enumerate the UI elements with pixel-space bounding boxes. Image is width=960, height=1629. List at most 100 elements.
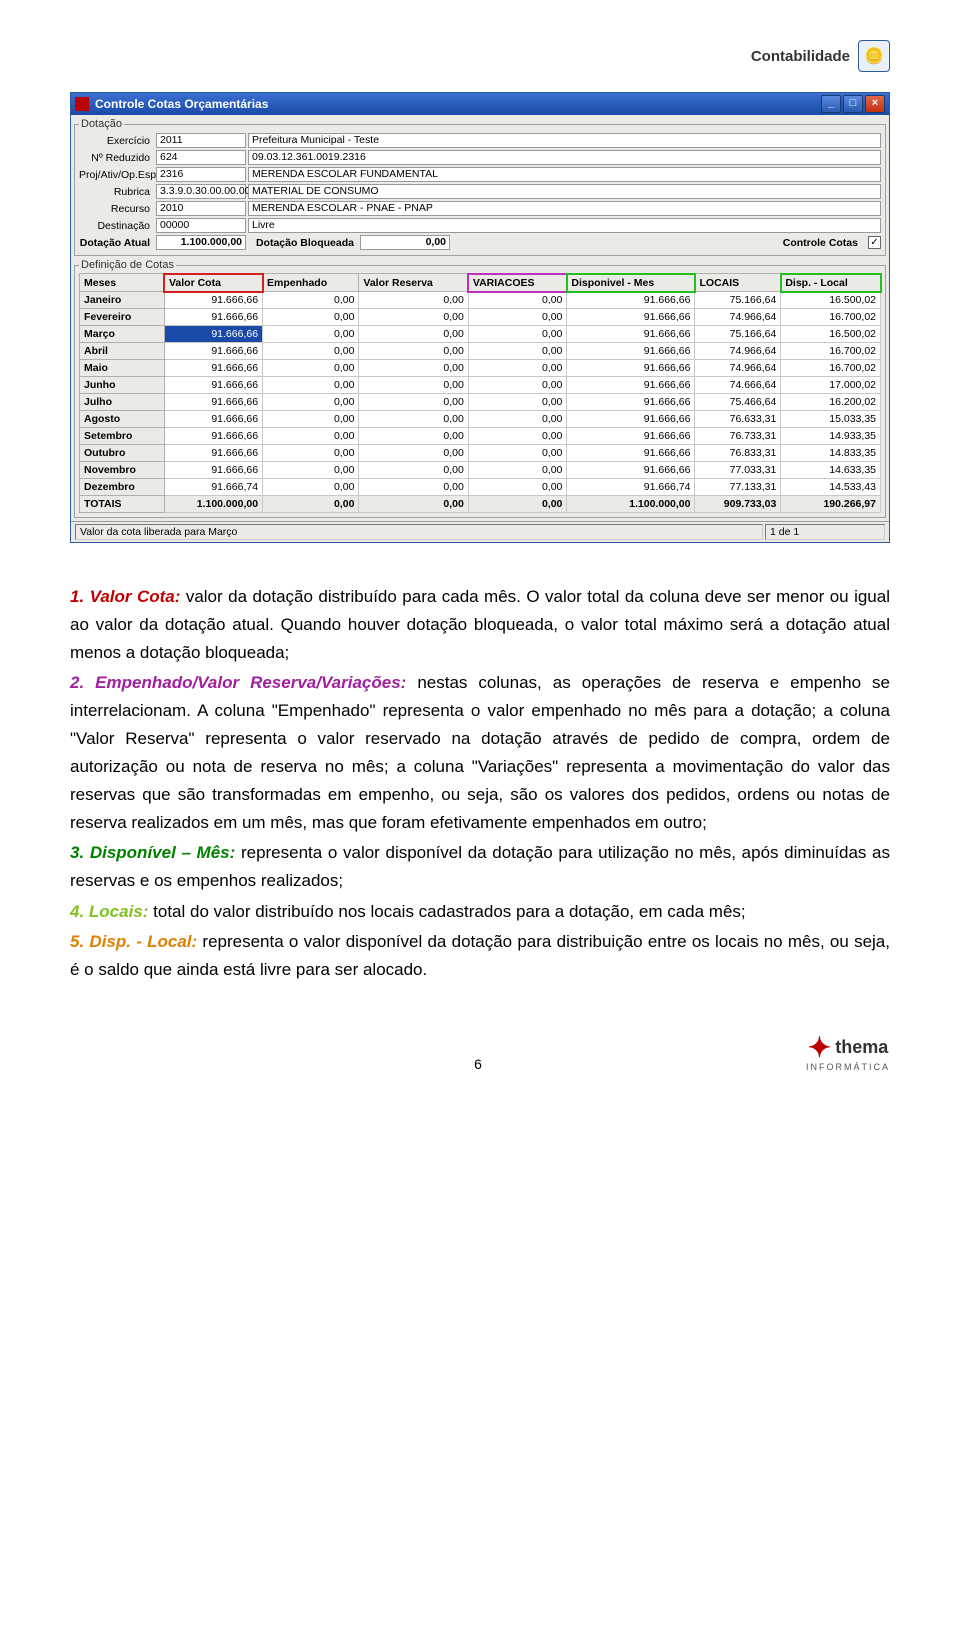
row-cell: 74.966,64 (695, 360, 781, 377)
row-cell: 91.666,66 (567, 377, 695, 394)
lbl-rubrica: Rubrica (79, 186, 154, 198)
row-cell: 91.666,66 (164, 394, 262, 411)
row-cell: 0,00 (359, 360, 468, 377)
fld-destinacao[interactable]: 00000 (156, 218, 246, 233)
row-cell: 74.966,64 (695, 309, 781, 326)
lbl-nreduzido: Nº Reduzido (79, 152, 154, 164)
row-cell: 91.666,66 (164, 462, 262, 479)
fld-rubrica[interactable]: 3.3.9.0.30.00.00.00.00 (156, 184, 246, 199)
fieldset-dotacao: Dotação Exercício 2011 Prefeitura Munici… (74, 118, 886, 256)
grid-header: Disp. - Local (781, 274, 881, 292)
p2: nestas colunas, as operações de reserva … (70, 673, 890, 832)
row-cell: 91.666,66 (164, 326, 262, 343)
row-cell: 91.666,66 (567, 445, 695, 462)
row-cell: 75.466,64 (695, 394, 781, 411)
row-label: Junho (80, 377, 165, 394)
row-cell: 16.500,02 (781, 292, 881, 309)
window-titlebar: Controle Cotas Orçamentárias _ □ × (71, 93, 889, 115)
fld-rubrica-desc[interactable]: MATERIAL DE CONSUMO (248, 184, 881, 199)
row-cell: 0,00 (263, 309, 359, 326)
lbl-exercicio: Exercício (79, 135, 154, 147)
totals-cell: 190.266,97 (781, 496, 881, 513)
row-cell: 0,00 (359, 479, 468, 496)
fld-exercicio[interactable]: 2011 (156, 133, 246, 148)
chk-ctrl-cotas[interactable]: ✓ (868, 236, 881, 249)
row-label: Março (80, 326, 165, 343)
fld-nreduzido[interactable]: 624 (156, 150, 246, 165)
row-cell: 0,00 (359, 309, 468, 326)
table-row[interactable]: Março91.666,660,000,000,0091.666,6675.16… (80, 326, 881, 343)
row-cell: 0,00 (468, 360, 567, 377)
maximize-button[interactable]: □ (843, 95, 863, 113)
doc-header-title: Contabilidade (751, 48, 850, 65)
brand-sub: INFORMÁTICA (806, 1062, 890, 1072)
fld-entidade[interactable]: Prefeitura Municipal - Teste (248, 133, 881, 148)
fld-dot-atual: 1.100.000,00 (156, 235, 246, 250)
p2-num: 2. Empenhado/Valor Reserva/Variações: (70, 673, 406, 692)
row-cell: 0,00 (468, 309, 567, 326)
totals-cell: 909.733,03 (695, 496, 781, 513)
table-row[interactable]: Fevereiro91.666,660,000,000,0091.666,667… (80, 309, 881, 326)
row-cell: 0,00 (359, 428, 468, 445)
grid-header: Valor Cota (164, 274, 262, 292)
row-cell: 0,00 (263, 411, 359, 428)
row-cell: 14.633,35 (781, 462, 881, 479)
fld-recurso-desc[interactable]: MERENDA ESCOLAR - PNAE - PNAP (248, 201, 881, 216)
row-cell: 0,00 (468, 479, 567, 496)
row-cell: 0,00 (359, 292, 468, 309)
p1: valor da dotação distribuído para cada m… (70, 587, 890, 662)
statusbar: Valor da cota liberada para Março 1 de 1 (71, 521, 889, 542)
row-cell: 0,00 (468, 377, 567, 394)
totals-cell: TOTAIS (80, 496, 165, 513)
row-cell: 0,00 (468, 428, 567, 445)
p4: total do valor distribuído nos locais ca… (148, 902, 745, 921)
fld-dot-bloq: 0,00 (360, 235, 450, 250)
grid-header: Valor Reserva (359, 274, 468, 292)
legend-dotacao: Dotação (79, 118, 124, 130)
row-label: Abril (80, 343, 165, 360)
row-cell: 0,00 (359, 462, 468, 479)
row-cell: 77.133,31 (695, 479, 781, 496)
grid-header: LOCAIS (695, 274, 781, 292)
row-cell: 16.200,02 (781, 394, 881, 411)
row-cell: 0,00 (263, 394, 359, 411)
legend-cotas: Definição de Cotas (79, 259, 176, 271)
row-cell: 75.166,64 (695, 326, 781, 343)
row-cell: 16.700,02 (781, 360, 881, 377)
table-row[interactable]: Abril91.666,660,000,000,0091.666,6674.96… (80, 343, 881, 360)
row-cell: 16.500,02 (781, 326, 881, 343)
table-row[interactable]: Junho91.666,660,000,000,0091.666,6674.66… (80, 377, 881, 394)
table-row[interactable]: Julho91.666,660,000,000,0091.666,6675.46… (80, 394, 881, 411)
row-cell: 0,00 (263, 428, 359, 445)
row-cell: 91.666,66 (164, 428, 262, 445)
row-cell: 91.666,66 (164, 411, 262, 428)
minimize-button[interactable]: _ (821, 95, 841, 113)
table-row[interactable]: Maio91.666,660,000,000,0091.666,6674.966… (80, 360, 881, 377)
table-row[interactable]: Setembro91.666,660,000,000,0091.666,6676… (80, 428, 881, 445)
row-cell: 0,00 (263, 360, 359, 377)
fld-recurso[interactable]: 2010 (156, 201, 246, 216)
row-cell: 91.666,66 (164, 309, 262, 326)
table-row[interactable]: Agosto91.666,660,000,000,0091.666,6676.6… (80, 411, 881, 428)
table-row[interactable]: Novembro91.666,660,000,000,0091.666,6677… (80, 462, 881, 479)
row-cell: 91.666,66 (567, 428, 695, 445)
grid-header: Empenhado (263, 274, 359, 292)
row-cell: 91.666,66 (567, 326, 695, 343)
row-cell: 91.666,66 (164, 445, 262, 462)
lbl-ctrl-cotas: Controle Cotas (772, 237, 862, 249)
row-cell: 74.966,64 (695, 343, 781, 360)
brand-logo: ✦ thema INFORMÁTICA (806, 1034, 890, 1072)
fld-proj[interactable]: 2316 (156, 167, 246, 182)
row-cell: 0,00 (263, 326, 359, 343)
fld-codigo-prog[interactable]: 09.03.12.361.0019.2316 (248, 150, 881, 165)
row-cell: 76.733,31 (695, 428, 781, 445)
fld-destinacao-desc[interactable]: Livre (248, 218, 881, 233)
table-row[interactable]: Outubro91.666,660,000,000,0091.666,6676.… (80, 445, 881, 462)
totals-cell: 0,00 (263, 496, 359, 513)
row-cell: 76.633,31 (695, 411, 781, 428)
close-button[interactable]: × (865, 95, 885, 113)
fld-proj-desc[interactable]: MERENDA ESCOLAR FUNDAMENTAL (248, 167, 881, 182)
table-row[interactable]: Janeiro91.666,660,000,000,0091.666,6675.… (80, 292, 881, 309)
row-cell: 0,00 (263, 462, 359, 479)
table-row[interactable]: Dezembro91.666,740,000,000,0091.666,7477… (80, 479, 881, 496)
